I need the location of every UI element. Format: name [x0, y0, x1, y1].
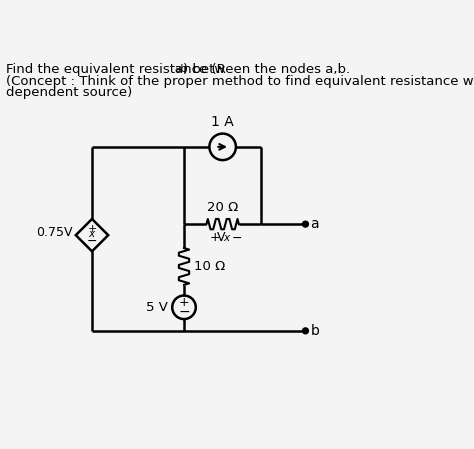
Text: a: a: [310, 217, 319, 231]
Text: 1 A: 1 A: [211, 115, 234, 129]
Text: b: b: [310, 324, 319, 338]
Text: x: x: [223, 233, 229, 243]
Text: 5 V: 5 V: [146, 301, 168, 314]
Circle shape: [302, 328, 309, 334]
Text: 0.75V: 0.75V: [36, 226, 72, 239]
Text: −: −: [87, 235, 97, 248]
Text: ab: ab: [174, 64, 187, 75]
Text: −: −: [178, 305, 190, 319]
Text: ) between the nodes a,b.: ) between the nodes a,b.: [182, 63, 350, 76]
Text: +: +: [210, 232, 220, 245]
Text: (Concept : Think of the proper method to find equivalent resistance with: (Concept : Think of the proper method to…: [6, 75, 474, 88]
Text: +: +: [87, 224, 97, 233]
Text: +: +: [179, 296, 189, 309]
Text: x: x: [88, 229, 94, 239]
Text: −: −: [231, 232, 242, 245]
Text: Find the equivalent resistance (R: Find the equivalent resistance (R: [6, 63, 226, 76]
Text: 10 Ω: 10 Ω: [193, 260, 225, 273]
Text: 20 Ω: 20 Ω: [207, 201, 238, 214]
Circle shape: [302, 221, 309, 227]
Text: dependent source): dependent source): [6, 86, 132, 99]
Text: V: V: [217, 232, 225, 245]
